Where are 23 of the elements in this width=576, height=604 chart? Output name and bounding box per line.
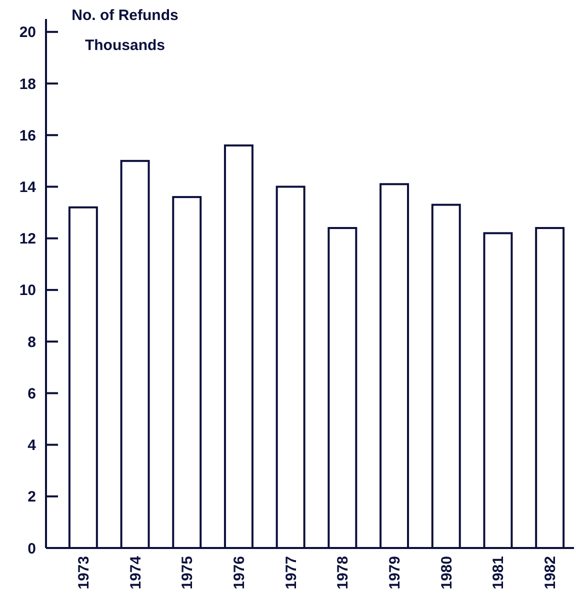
x-tick-label: 1975 [179,556,196,590]
y-tick-label: 6 [28,385,36,402]
x-tick-label: 1981 [490,556,508,590]
chart-title: No. of Refunds [72,7,178,24]
y-tick-label: 12 [19,230,36,248]
y-tick-label: 16 [19,127,36,144]
x-tick-label: 1980 [438,556,456,590]
y-tick-label: 2 [28,488,36,506]
y-tick-label: 18 [19,76,36,93]
x-tick-label: 1978 [334,556,352,590]
x-tick-label: 1982 [542,556,560,590]
y-tick-label: 20 [19,24,36,42]
y-tick-label: 14 [19,178,37,196]
text: Thousands [84,37,166,54]
x-tick-label: 1977 [282,556,300,590]
x-tick-label: 1974 [127,555,144,590]
y-tick-label: 10 [19,282,36,300]
x-tick-label: 1973 [75,556,92,590]
y-tick-label: 0 [28,540,36,558]
x-tick-label: 1979 [386,556,404,590]
y-tick-label: 4 [28,437,37,454]
y-tick-label: 8 [28,334,36,351]
x-tick-label: 1976 [230,556,248,590]
